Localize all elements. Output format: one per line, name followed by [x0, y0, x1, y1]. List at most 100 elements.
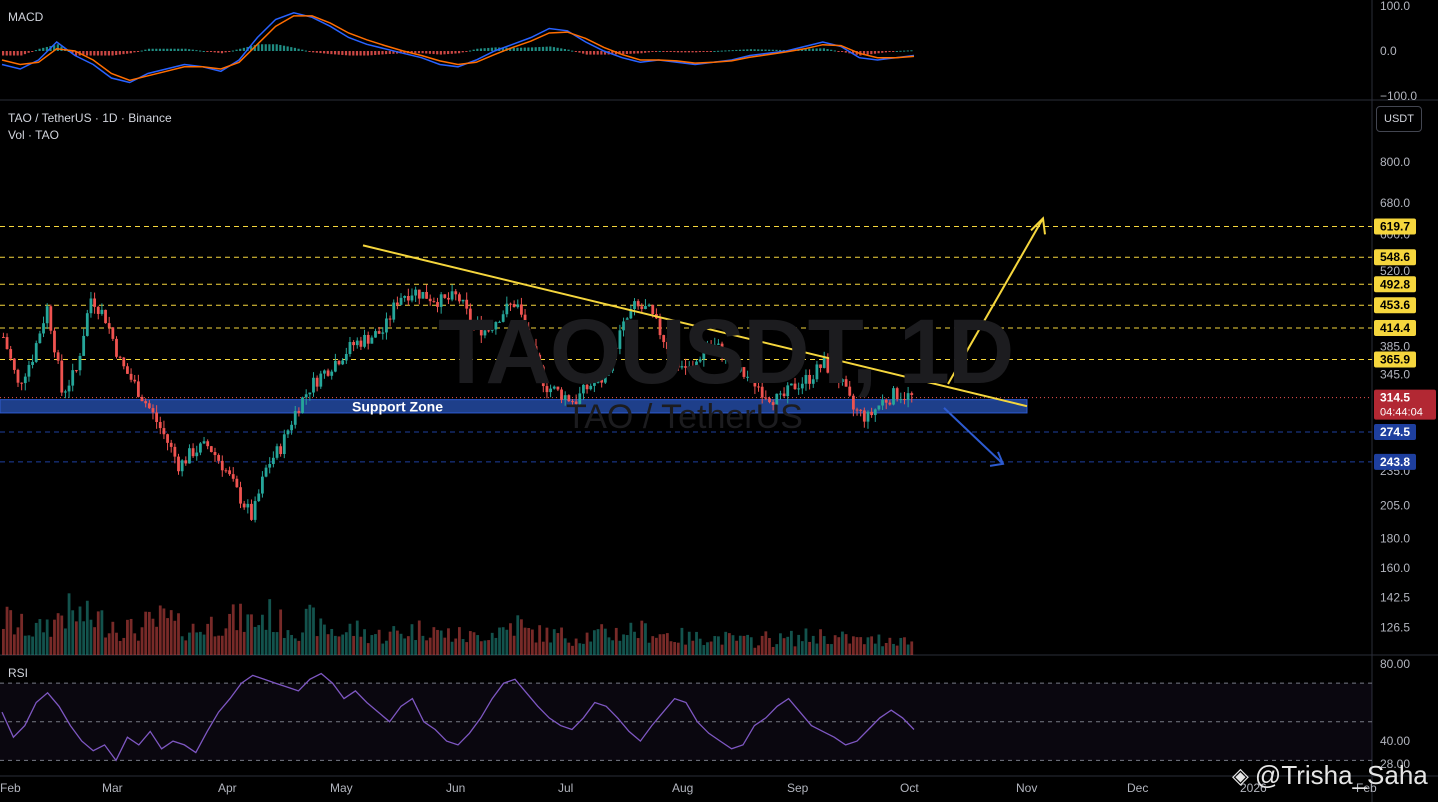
macd-histogram-bar — [290, 47, 293, 51]
price-candle — [323, 370, 326, 374]
volume-bar — [826, 643, 830, 655]
price-candle — [286, 430, 290, 435]
macd-histogram-bar — [673, 51, 676, 53]
macd-histogram-bar — [815, 48, 818, 51]
macd-histogram-bar — [421, 51, 424, 54]
volume-bar — [841, 631, 844, 655]
price-candle — [115, 338, 118, 357]
price-tick-label: 205.0 — [1380, 499, 1410, 513]
price-candle — [239, 487, 242, 504]
macd-histogram-bar — [432, 51, 435, 55]
price-candle — [622, 321, 625, 331]
macd-histogram-bar — [768, 49, 771, 51]
volume-bar — [180, 636, 184, 655]
price-candle — [884, 399, 888, 403]
macd-histogram-bar — [96, 51, 100, 56]
price-candle — [308, 392, 312, 395]
price-candle — [96, 306, 100, 314]
price-candle — [775, 393, 779, 406]
volume-bar — [162, 608, 166, 655]
volume-bar — [122, 637, 126, 655]
price-candle — [800, 383, 804, 389]
macd-histogram-bar — [155, 48, 158, 51]
macd-histogram-bar — [472, 49, 475, 51]
macd-histogram-bar — [738, 49, 742, 51]
volume-bar — [96, 611, 100, 655]
volume-bar — [111, 621, 115, 655]
macd-histogram-bar — [144, 49, 147, 51]
price-candle — [742, 367, 746, 377]
price-candle — [395, 302, 399, 305]
volume-bar — [658, 634, 662, 655]
volume-bar — [724, 631, 728, 655]
price-candle — [567, 395, 571, 402]
macd-histogram-bar — [253, 45, 256, 51]
price-candle — [304, 394, 308, 398]
macd-histogram-bar — [676, 51, 680, 53]
macd-histogram-bar — [9, 51, 12, 56]
support-zone-band — [0, 399, 1028, 414]
price-candle — [363, 334, 366, 347]
price-candle — [749, 373, 753, 377]
macd-histogram-bar — [282, 45, 286, 51]
price-candle — [385, 318, 388, 333]
macd-histogram-bar — [560, 48, 563, 51]
price-candle — [155, 412, 159, 423]
macd-histogram-bar — [111, 51, 114, 56]
volume-bar — [279, 609, 283, 655]
price-candle — [585, 384, 589, 390]
price-candle — [417, 289, 421, 299]
volume-bar — [560, 627, 563, 655]
macd-histogram-bar — [374, 51, 377, 55]
currency-unit-button[interactable]: USDT — [1376, 106, 1422, 132]
volume-bar — [651, 636, 655, 655]
macd-histogram-bar — [753, 49, 756, 51]
volume-title: Vol · TAO — [8, 128, 59, 142]
price-level-label: 619.7 — [1380, 219, 1410, 233]
macd-pane-title: MACD — [8, 10, 44, 24]
volume-bar — [297, 640, 301, 655]
price-candle — [439, 294, 443, 307]
price-tick-label: 800.0 — [1380, 155, 1410, 169]
macd-histogram-bar — [348, 51, 351, 56]
volume-bar — [12, 634, 16, 655]
volume-bar — [556, 633, 560, 655]
volume-bar — [742, 635, 746, 655]
price-candle — [793, 383, 797, 390]
price-candle — [826, 357, 830, 373]
price-candle — [552, 386, 556, 389]
macd-histogram-bar — [242, 47, 245, 51]
price-candle — [166, 434, 169, 443]
price-candle — [789, 383, 793, 386]
volume-bar — [541, 641, 545, 655]
macd-histogram-bar — [727, 50, 731, 52]
volume-bar — [330, 628, 334, 655]
price-candle — [257, 493, 261, 502]
price-candle — [706, 344, 709, 349]
volume-bar — [837, 637, 841, 655]
volume-bar — [60, 615, 64, 655]
price-candle — [472, 323, 476, 325]
volume-bar — [527, 627, 531, 655]
macd-histogram-bar — [264, 44, 267, 51]
macd-histogram-bar — [286, 46, 289, 51]
macd-histogram-bar — [523, 47, 526, 51]
volume-bar — [246, 614, 250, 655]
volume-bar — [140, 627, 144, 655]
volume-bar — [530, 629, 534, 655]
time-tick-label: Mar — [102, 781, 123, 795]
price-candle — [797, 388, 801, 390]
macd-histogram-bar — [735, 49, 738, 51]
price-candle — [804, 374, 808, 384]
volume-bar — [702, 645, 706, 655]
price-candle — [713, 344, 717, 346]
price-candle — [779, 393, 782, 395]
price-candle — [851, 395, 855, 410]
macd-histogram-bar — [563, 49, 566, 51]
last-price-label: 314.5 — [1380, 391, 1410, 405]
macd-histogram-bar — [169, 48, 173, 51]
price-candle — [571, 401, 574, 403]
volume-bar — [516, 615, 520, 655]
macd-histogram-bar — [370, 51, 373, 56]
volume-bar — [498, 627, 501, 655]
